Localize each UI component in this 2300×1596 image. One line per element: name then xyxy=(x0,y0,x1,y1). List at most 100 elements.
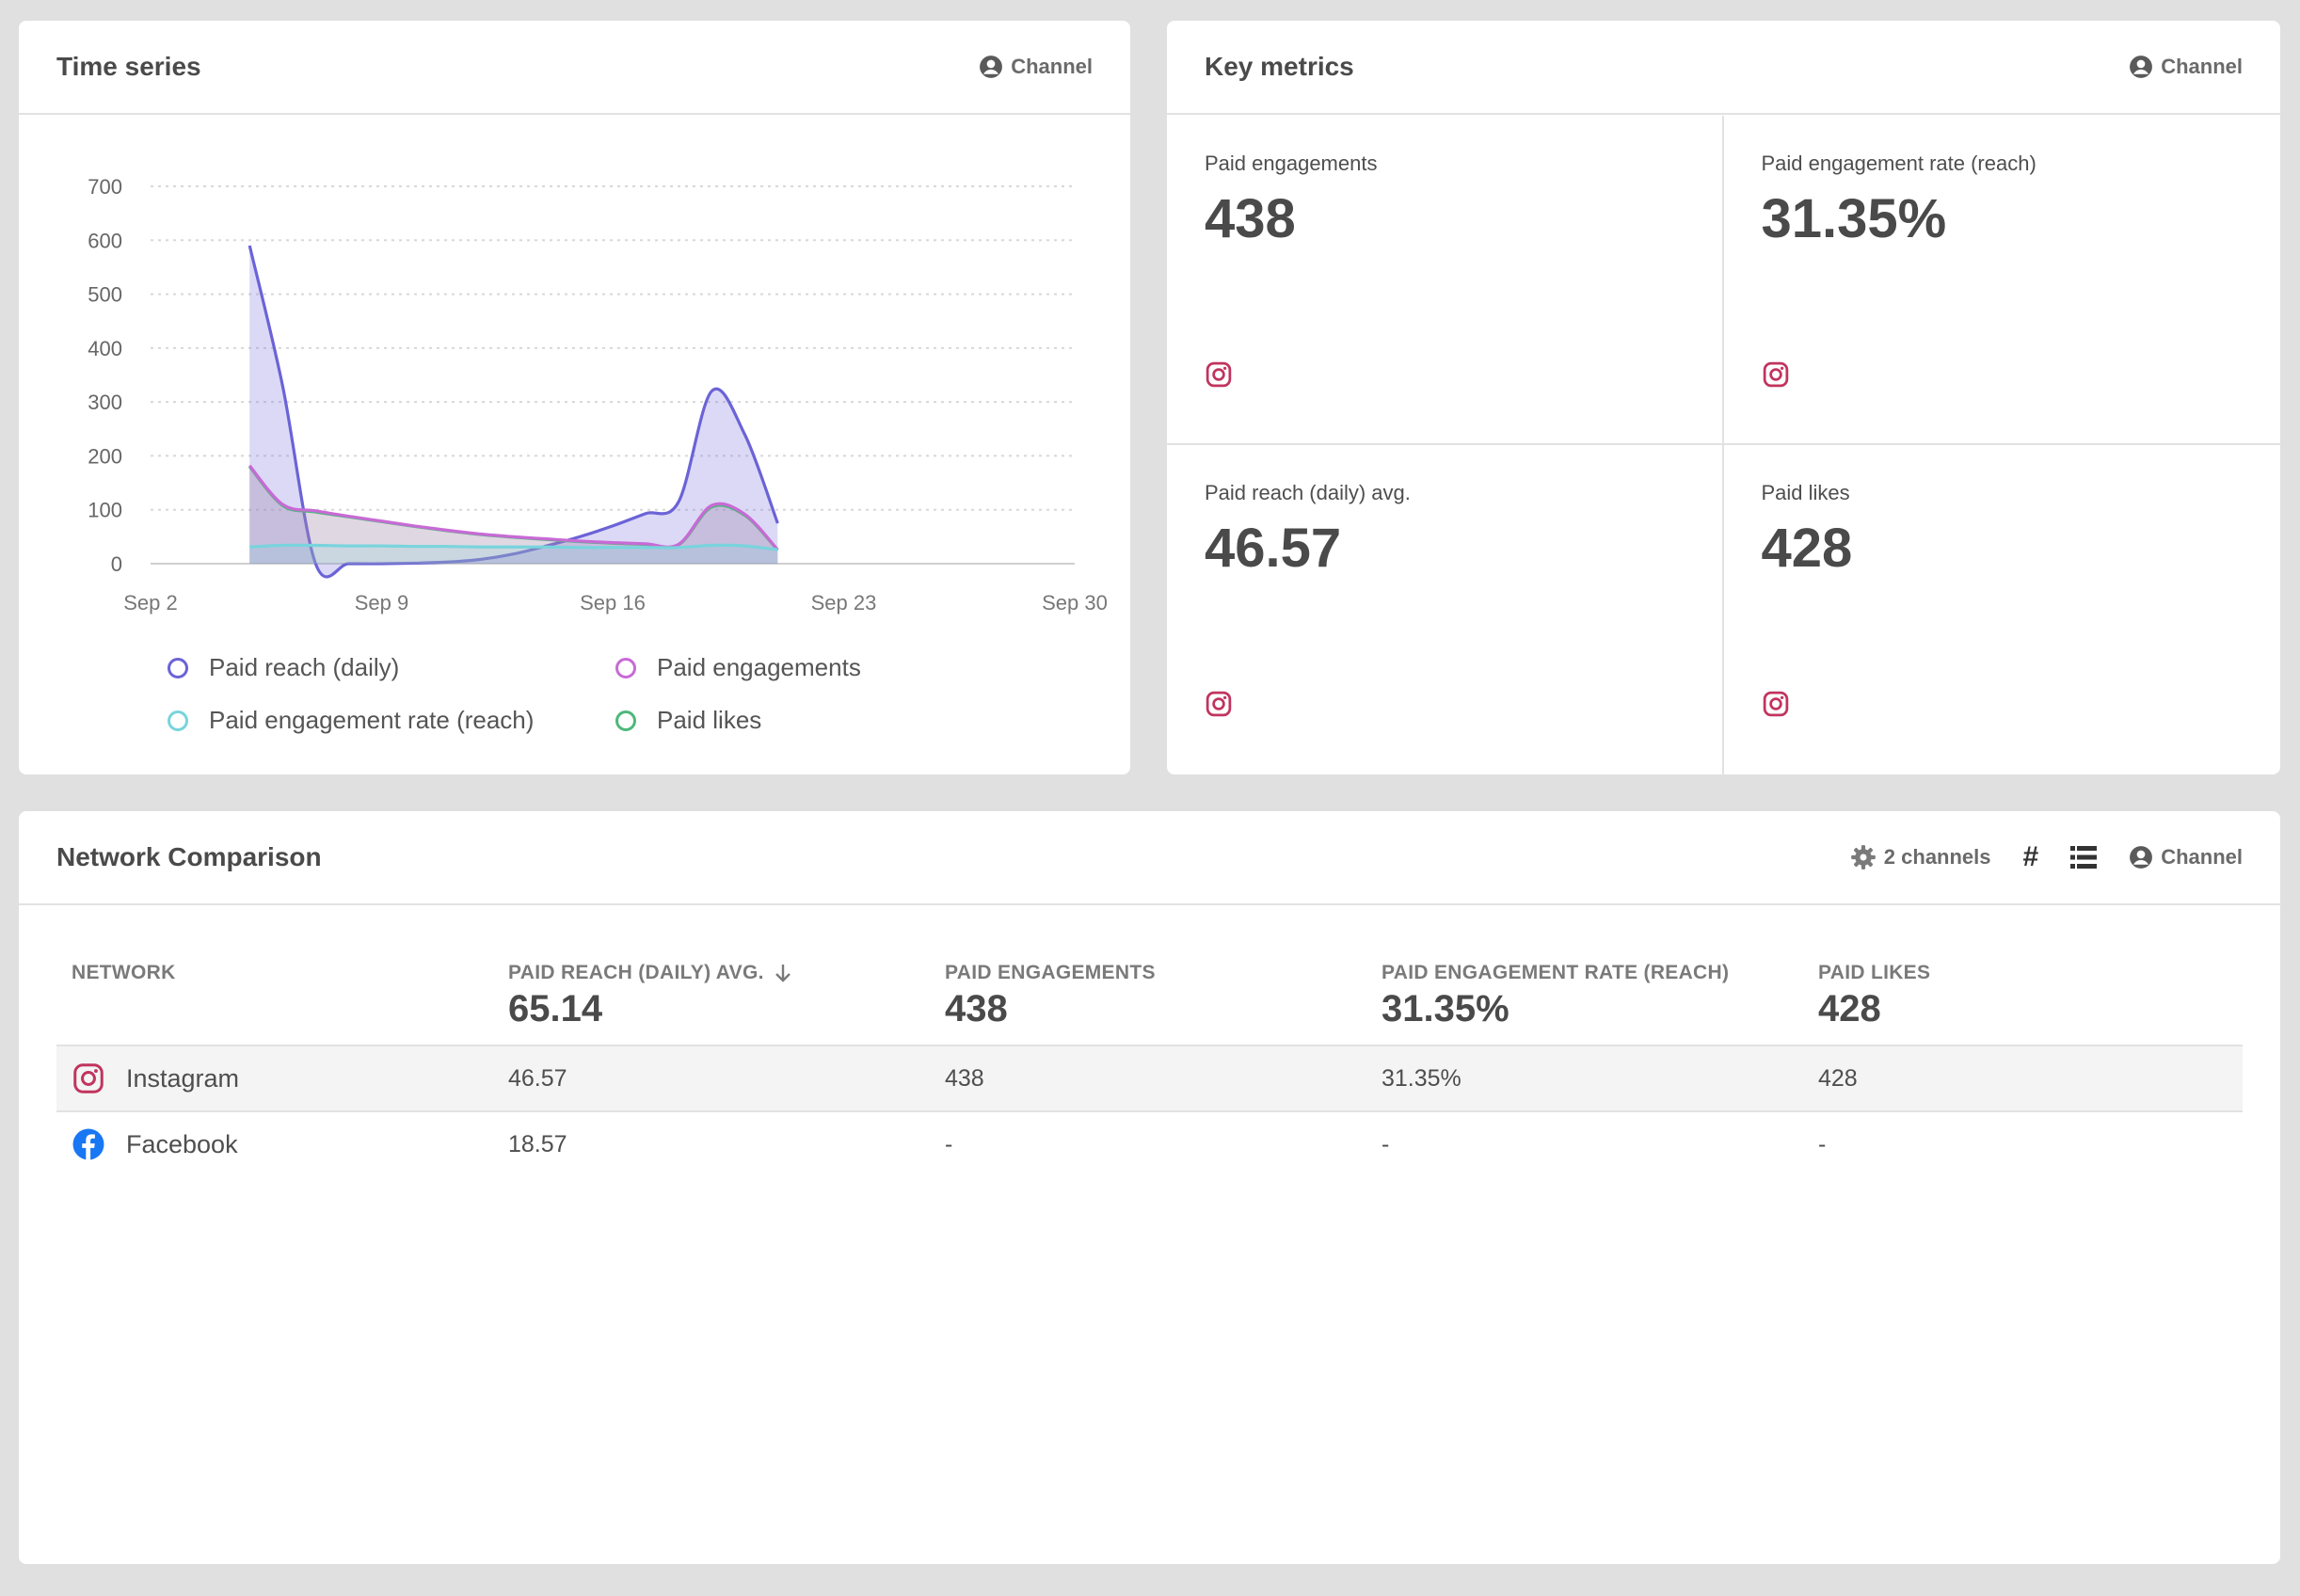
x-tick-label: Sep 16 xyxy=(580,591,646,614)
network-name: Facebook xyxy=(126,1129,238,1158)
time-series-title: Time series xyxy=(56,52,201,81)
user-circle-icon xyxy=(2130,846,2153,869)
instagram-icon xyxy=(73,1063,104,1093)
metric-value: 438 xyxy=(1205,188,1296,249)
column-header-paid-engagements[interactable]: PAID ENGAGEMENTS 438 xyxy=(945,962,1156,1030)
legend-label: Paid reach (daily) xyxy=(209,653,400,681)
arrow-down-icon xyxy=(775,965,791,982)
legend-item-paid-likes[interactable]: Paid likes xyxy=(615,706,761,735)
network-name: Instagram xyxy=(126,1063,240,1093)
table-cell: 46.57 xyxy=(508,1064,567,1092)
key-metrics-card: Key metrics Channel Paid engagements 438… xyxy=(1167,21,2280,774)
legend-marker-icon xyxy=(168,710,188,731)
table-cell: - xyxy=(1382,1130,1390,1157)
table-cell: 18.57 xyxy=(508,1130,567,1157)
column-label: PAID LIKES xyxy=(1818,962,1931,983)
legend-marker-icon xyxy=(615,657,636,678)
user-circle-icon xyxy=(2130,56,2153,78)
time-series-header: Time series Channel xyxy=(19,21,1130,115)
column-label: NETWORK xyxy=(72,962,176,983)
y-tick-label: 600 xyxy=(88,229,122,252)
instagram-icon xyxy=(1763,361,1788,388)
y-tick-label: 400 xyxy=(88,337,122,360)
network-comparison-actions: 2 channels # Channel xyxy=(1850,841,2243,873)
y-tick-label: 0 xyxy=(111,552,122,576)
channels-count-label: 2 channels xyxy=(1883,845,1991,869)
x-tick-label: Sep 2 xyxy=(123,591,178,614)
metric-label: Paid likes xyxy=(1761,481,1850,504)
column-total: 438 xyxy=(945,988,1008,1029)
series-line-paid-engagement-rate-reach xyxy=(249,543,778,551)
column-total: 31.35% xyxy=(1382,988,1509,1029)
network-comparison-title: Network Comparison xyxy=(56,842,322,871)
metric-paid-likes: Paid likes 428 xyxy=(1724,445,2281,774)
table-row: Facebook 18.57 - - - xyxy=(56,1112,2243,1178)
metric-value: 46.57 xyxy=(1205,518,1342,579)
y-tick-label: 700 xyxy=(88,175,122,199)
column-total: 428 xyxy=(1818,988,1881,1029)
gear-icon xyxy=(1850,845,1876,870)
column-label-row: PAID REACH (DAILY) AVG. xyxy=(508,962,792,984)
network-comparison-channel-label: Channel xyxy=(2161,845,2243,869)
y-tick-label: 200 xyxy=(88,444,122,468)
time-series-channel-button[interactable]: Channel xyxy=(979,55,1093,79)
instagram-icon xyxy=(1206,361,1232,388)
legend-marker-icon xyxy=(615,710,636,731)
series-area-paid-engagement-rate-reach xyxy=(249,545,778,564)
y-tick-label: 300 xyxy=(88,391,122,414)
metric-paid-reach-avg: Paid reach (daily) avg. 46.57 xyxy=(1167,445,1724,774)
table-cell: 428 xyxy=(1818,1064,1858,1092)
key-metrics-title: Key metrics xyxy=(1205,52,1354,81)
list-view-button[interactable] xyxy=(2070,845,2098,870)
table-cell: - xyxy=(945,1130,953,1157)
time-series-chart: 0 100 200 300 400 500 600 700 Sep 2 Sep 9 Sep 16 Se… xyxy=(88,175,1108,614)
metric-label: Paid reach (daily) avg. xyxy=(1205,481,1411,504)
network-comparison-header: Network Comparison 2 channels # Channel xyxy=(19,811,2280,905)
time-series-channel-label: Channel xyxy=(1011,55,1093,78)
metric-label: Paid engagement rate (reach) xyxy=(1761,152,2036,175)
series-line-paid-engagements xyxy=(248,464,779,551)
series-area-paid-engagements xyxy=(249,465,778,564)
list-icon xyxy=(2070,846,2098,869)
column-header-paid-reach[interactable]: PAID REACH (DAILY) AVG. 65.14 xyxy=(508,962,792,1030)
legend-item-paid-engagements[interactable]: Paid engagements xyxy=(615,653,861,682)
metric-paid-engagement-rate: Paid engagement rate (reach) 31.35% xyxy=(1723,116,2280,445)
table-row: Instagram 46.57 438 31.35% 428 xyxy=(56,1046,2243,1112)
column-label: PAID ENGAGEMENTS xyxy=(945,962,1156,983)
metric-value: 31.35% xyxy=(1761,188,1947,249)
legend-label: Paid likes xyxy=(657,706,762,734)
series-area-paid-likes xyxy=(249,466,778,564)
metric-paid-engagements: Paid engagements 438 xyxy=(1167,116,1724,445)
column-label: PAID REACH (DAILY) AVG. xyxy=(508,962,764,983)
legend-label: Paid engagements xyxy=(657,653,861,681)
network-cell: Instagram xyxy=(72,1046,239,1110)
key-metrics-channel-button[interactable]: Channel xyxy=(2129,55,2243,79)
column-header-paid-engagement-rate[interactable]: PAID ENGAGEMENT RATE (REACH) 31.35% xyxy=(1382,962,1729,1030)
column-header-paid-likes[interactable]: PAID LIKES 428 xyxy=(1818,962,1930,1030)
series-line-paid-reach-daily xyxy=(248,245,779,579)
column-label: PAID ENGAGEMENT RATE (REACH) xyxy=(1382,962,1730,983)
hash-toggle-button[interactable]: # xyxy=(2022,841,2039,872)
table-cell: 31.35% xyxy=(1382,1064,1461,1092)
table-cell: - xyxy=(1818,1130,1827,1157)
instagram-icon xyxy=(1206,691,1232,717)
x-tick-label: Sep 23 xyxy=(811,591,877,614)
legend-label: Paid engagement rate (reach) xyxy=(209,706,535,734)
network-comparison-channel-button[interactable]: Channel xyxy=(2129,845,2243,870)
channels-settings-button[interactable]: 2 channels xyxy=(1850,844,1991,870)
user-circle-icon xyxy=(980,56,1003,78)
x-tick-label: Sep 30 xyxy=(1042,591,1108,614)
network-comparison-table: NETWORK PAID REACH (DAILY) AVG. 65.14 PA… xyxy=(56,962,2243,1178)
legend-item-paid-engagement-rate[interactable]: Paid engagement rate (reach) xyxy=(168,706,534,735)
legend-marker-icon xyxy=(168,657,188,678)
key-metrics-header: Key metrics Channel xyxy=(1167,21,2280,115)
network-cell: Facebook xyxy=(72,1112,238,1176)
metric-label: Paid engagements xyxy=(1205,152,1378,175)
key-metrics-grid: Paid engagements 438 Paid engagement rat… xyxy=(1167,116,2280,774)
legend-item-paid-reach[interactable]: Paid reach (daily) xyxy=(168,653,399,682)
x-tick-label: Sep 9 xyxy=(355,591,409,614)
key-metrics-channel-label: Channel xyxy=(2161,55,2243,78)
y-tick-label: 100 xyxy=(88,499,122,522)
time-series-card: Time series Channel 0 100 200 300 400 500 600 7… xyxy=(19,21,1130,774)
column-header-network[interactable]: NETWORK xyxy=(72,962,176,984)
